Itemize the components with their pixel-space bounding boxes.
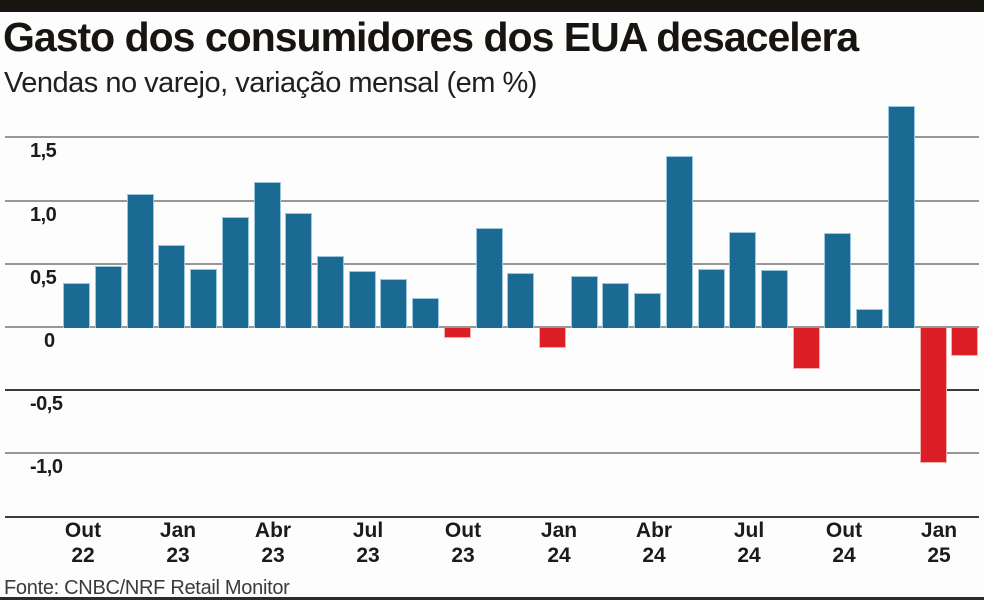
chart-title: Gasto dos consumidores dos EUA desaceler… bbox=[3, 14, 859, 60]
bar bbox=[698, 269, 725, 328]
y-axis-tick-label: 0,5 bbox=[30, 267, 57, 289]
y-axis-tick-label: -1,0 bbox=[30, 456, 63, 478]
bottom-border bbox=[0, 597, 984, 600]
bar bbox=[951, 328, 978, 356]
gridline--0.5 bbox=[5, 389, 979, 391]
top-accent-bar bbox=[0, 0, 984, 12]
bar bbox=[380, 279, 407, 328]
bar bbox=[254, 182, 281, 328]
bar bbox=[888, 106, 915, 328]
bar bbox=[444, 328, 471, 338]
y-axis-tick-label: 0 bbox=[44, 330, 55, 352]
x-axis-labels: Out 22 Jan 23 Abr 23 Jul 23 Out 23 Jan 24 Abr 24 Jul 24… bbox=[0, 518, 984, 570]
x-axis-tick-label: Out 24 bbox=[825, 519, 863, 567]
bar bbox=[158, 245, 185, 328]
bar bbox=[920, 328, 947, 463]
plot-area: 1,5 1,0 0,5 0 -0,5 -1,0 bbox=[0, 105, 984, 518]
x-axis-tick-label: Jul 23 bbox=[352, 519, 384, 567]
bar bbox=[761, 270, 788, 328]
x-axis-tick-label: Out 22 bbox=[64, 519, 102, 567]
chart-subtitle: Vendas no varejo, variação mensal (em %) bbox=[4, 67, 537, 99]
x-axis-tick-label: Jan 25 bbox=[920, 519, 958, 567]
bar bbox=[95, 266, 122, 328]
x-axis-tick-label: Abr 24 bbox=[635, 519, 673, 567]
x-axis-tick-label: Abr 23 bbox=[254, 519, 292, 567]
x-axis-tick-label: Jul 24 bbox=[733, 519, 765, 567]
bar bbox=[476, 228, 503, 328]
bar bbox=[729, 232, 756, 328]
bar bbox=[190, 269, 217, 328]
bar bbox=[824, 233, 851, 328]
x-axis-tick-label: Out 23 bbox=[444, 519, 482, 567]
gridline--1.5 bbox=[5, 516, 979, 518]
bar bbox=[856, 309, 883, 328]
y-axis-tick-label: 1,5 bbox=[30, 140, 57, 162]
gridline--1 bbox=[5, 452, 979, 454]
bar bbox=[317, 256, 344, 328]
bar bbox=[602, 283, 629, 328]
bar bbox=[127, 194, 154, 328]
gridline-1 bbox=[5, 200, 979, 202]
bar bbox=[507, 273, 534, 328]
bar bbox=[63, 283, 90, 328]
bar bbox=[222, 217, 249, 328]
bar bbox=[571, 276, 598, 328]
bar bbox=[412, 298, 439, 328]
bar bbox=[349, 271, 376, 328]
x-axis-tick-label: Jan 24 bbox=[540, 519, 578, 567]
x-axis-tick-label: Jan 23 bbox=[159, 519, 197, 567]
gridline-1.5 bbox=[5, 136, 979, 138]
y-axis-tick-label: -0,5 bbox=[30, 393, 63, 415]
bar bbox=[634, 293, 661, 328]
bar bbox=[285, 213, 312, 328]
bar bbox=[666, 156, 693, 328]
source-note: Fonte: CNBC/NRF Retail Monitor bbox=[4, 577, 290, 599]
bar bbox=[539, 328, 566, 348]
bar bbox=[793, 328, 820, 369]
y-axis-tick-label: 1,0 bbox=[30, 204, 57, 226]
